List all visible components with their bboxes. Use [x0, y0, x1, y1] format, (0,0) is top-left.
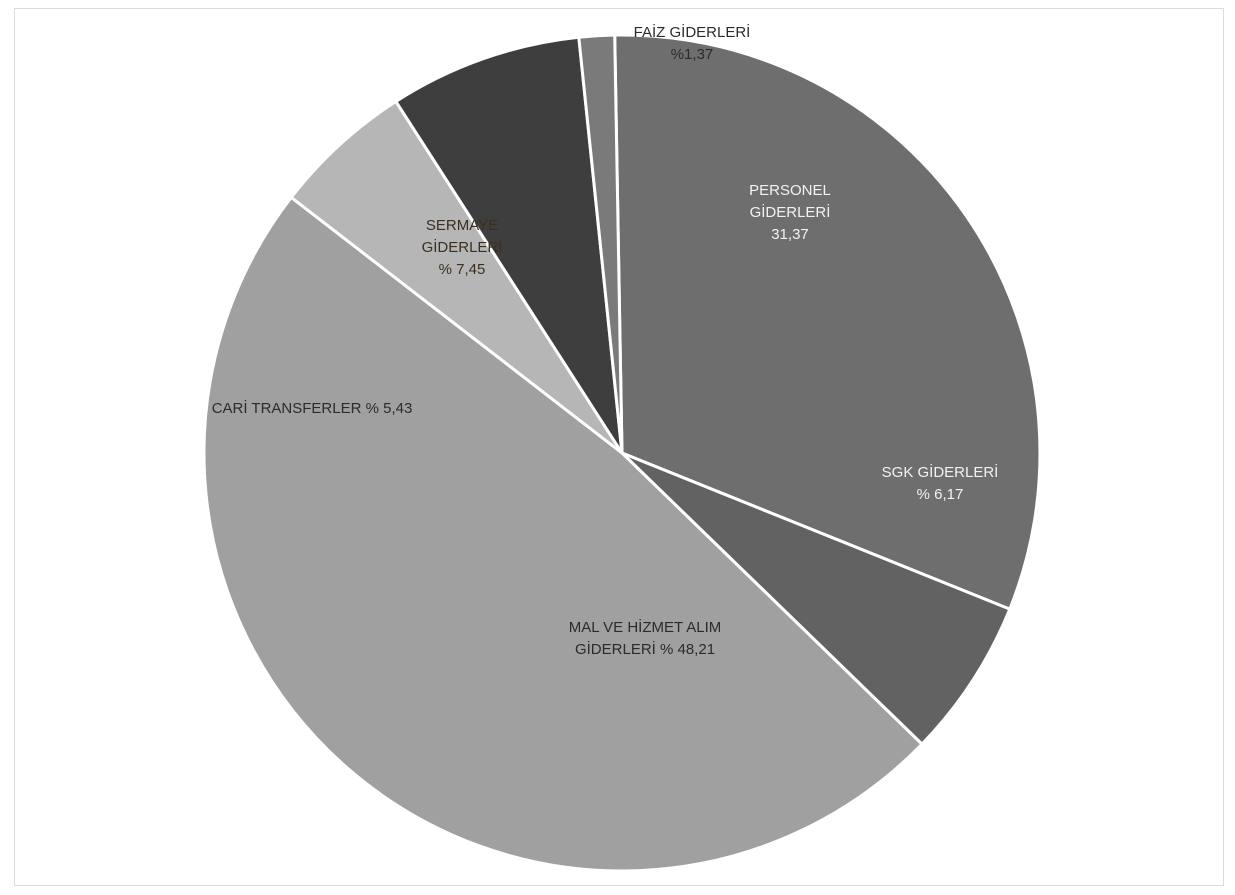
slice-label-line: CARİ TRANSFERLER % 5,43 [212, 399, 413, 417]
slice-label-line: 31,37 [771, 226, 809, 243]
pie-slices [202, 33, 1042, 873]
slice-label-line: GİDERLERİ % 48,21 [575, 640, 715, 658]
slice-label-line: GİDERLERİ [422, 238, 503, 256]
slice-label-6: FAİZ GİDERLERİ %1,37 [634, 23, 751, 63]
slice-label-4: CARİ TRANSFERLER % 5,43 [212, 399, 413, 417]
slice-label-line: FAİZ GİDERLERİ [634, 23, 751, 41]
slice-label-line: PERSONEL [749, 182, 831, 199]
pie-labels: PERSONEL GİDERLERİ 31,37 SGK GİDERLERİ % 6,1… [212, 23, 999, 658]
pie-slice-2 [620, 451, 1012, 746]
pie-slice-1 [613, 33, 1042, 611]
slice-label-2: SGK GİDERLERİ % 6,17 [882, 463, 999, 503]
pie-slice-3 [202, 195, 924, 873]
slice-label-line: GİDERLERİ [750, 203, 831, 221]
slice-label-line: %1,37 [671, 46, 714, 63]
pie-slice-6 [577, 33, 624, 455]
slice-label-line: % 6,17 [917, 486, 964, 503]
slice-label-line: SERMAYE [426, 217, 498, 234]
slice-label-line: MAL VE HİZMET ALIM [569, 618, 722, 636]
pie-slice-5 [394, 35, 624, 455]
slice-label-line: % 7,45 [439, 261, 486, 278]
slice-label-line: SGK GİDERLERİ [882, 463, 999, 481]
slice-label-5: SERMAYE GİDERLERİ % 7,45 [422, 217, 503, 278]
slice-label-3: MAL VE HİZMET ALIM GİDERLERİ % 48,21 [569, 618, 722, 658]
slice-label-1: PERSONEL GİDERLERİ 31,37 [749, 182, 831, 243]
pie-slice-4 [289, 99, 624, 455]
